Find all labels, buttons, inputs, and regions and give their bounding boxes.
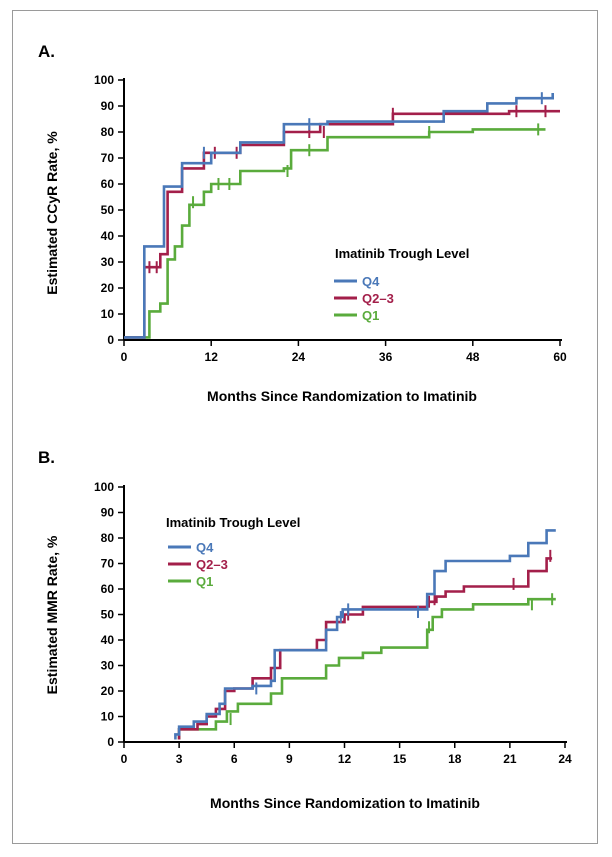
y-tick-label: 100 <box>94 480 114 494</box>
y-tick-label: 10 <box>101 307 115 321</box>
legend-label-q1: Q1 <box>362 308 379 323</box>
x-tick-label: 24 <box>558 752 572 766</box>
panel-b-mmr-chart: B. 0 10 20 30 40 50 60 70 80 90 100 0 3 6 9 12 15 18 21 24… <box>38 448 572 811</box>
y-tick-label: 10 <box>101 710 115 724</box>
panel-a-ccyr-chart: A. 0 10 20 30 40 50 60 70 80 90 100 0 12 24 36 48 60 Mo… <box>38 42 567 404</box>
legend-label-q1: Q1 <box>196 574 213 589</box>
panel-a-legend: Imatinib Trough Level Q4 Q2–3 Q1 <box>334 246 469 323</box>
y-tick-label: 30 <box>101 659 115 673</box>
x-tick-label: 3 <box>176 752 183 766</box>
x-tick-label: 0 <box>121 752 128 766</box>
y-tick-label: 60 <box>101 582 115 596</box>
legend-label-q4: Q4 <box>196 540 214 555</box>
series-line-q4 <box>124 93 554 339</box>
x-tick-label: 60 <box>553 350 567 364</box>
x-tick-label: 36 <box>379 350 393 364</box>
series-line-q1 <box>177 597 556 740</box>
panel-b-legend: Imatinib Trough Level Q4 Q2–3 Q1 <box>166 515 300 589</box>
series-line-q1 <box>124 128 546 339</box>
y-tick-label: 40 <box>101 633 115 647</box>
panel-b-x-axis-title: Months Since Randomization to Imatinib <box>210 795 480 811</box>
y-tick-label: 80 <box>101 531 115 545</box>
y-tick-label: 80 <box>101 125 115 139</box>
panel-a-y-axis-title: Estimated CCyR Rate, % <box>44 131 60 295</box>
panel-a-x-axis-title: Months Since Randomization to Imatinib <box>207 388 477 404</box>
panel-a-series <box>124 92 560 339</box>
panel-b-y-axis-title: Estimated MMR Rate, % <box>44 535 60 694</box>
panel-a-label: A. <box>38 42 55 61</box>
y-tick-label: 20 <box>101 684 115 698</box>
panel-a-x-ticks: 0 12 24 36 48 60 <box>121 340 567 364</box>
x-tick-label: 24 <box>292 350 306 364</box>
x-tick-label: 12 <box>338 752 352 766</box>
panel-b-label: B. <box>38 448 55 467</box>
panel-b-axes <box>123 485 567 743</box>
x-tick-label: 12 <box>205 350 219 364</box>
x-tick-label: 9 <box>286 752 293 766</box>
y-tick-label: 90 <box>101 506 115 520</box>
panel-a-legend-title: Imatinib Trough Level <box>335 246 469 261</box>
y-tick-label: 0 <box>107 333 114 347</box>
x-tick-label: 6 <box>231 752 238 766</box>
legend-label-q2-3: Q2–3 <box>362 291 394 306</box>
legend-label-q2-3: Q2–3 <box>196 557 228 572</box>
panel-b-legend-title: Imatinib Trough Level <box>166 515 300 530</box>
x-tick-label: 0 <box>121 350 128 364</box>
y-tick-label: 70 <box>101 151 115 165</box>
y-tick-label: 50 <box>101 608 115 622</box>
panel-b-y-ticks: 0 10 20 30 40 50 60 70 80 90 100 <box>94 480 124 749</box>
y-tick-label: 0 <box>107 735 114 749</box>
x-tick-label: 21 <box>503 752 517 766</box>
x-tick-label: 48 <box>466 350 480 364</box>
y-tick-label: 60 <box>101 177 115 191</box>
y-tick-label: 70 <box>101 557 115 571</box>
x-tick-label: 18 <box>448 752 462 766</box>
panel-b-x-ticks: 0 3 6 9 12 15 18 21 24 <box>121 742 572 766</box>
panel-a-y-ticks: 0 10 20 30 40 50 60 70 80 90 100 <box>94 73 124 347</box>
y-tick-label: 90 <box>101 99 115 113</box>
y-tick-label: 50 <box>101 203 115 217</box>
x-tick-label: 15 <box>393 752 407 766</box>
y-tick-label: 100 <box>94 73 114 87</box>
legend-label-q4: Q4 <box>362 274 380 289</box>
y-tick-label: 20 <box>101 281 115 295</box>
y-tick-label: 30 <box>101 255 115 269</box>
panel-b-series <box>174 529 556 740</box>
y-tick-label: 40 <box>101 229 115 243</box>
series-line-q4 <box>174 529 556 740</box>
panel-a-axes <box>123 78 562 341</box>
